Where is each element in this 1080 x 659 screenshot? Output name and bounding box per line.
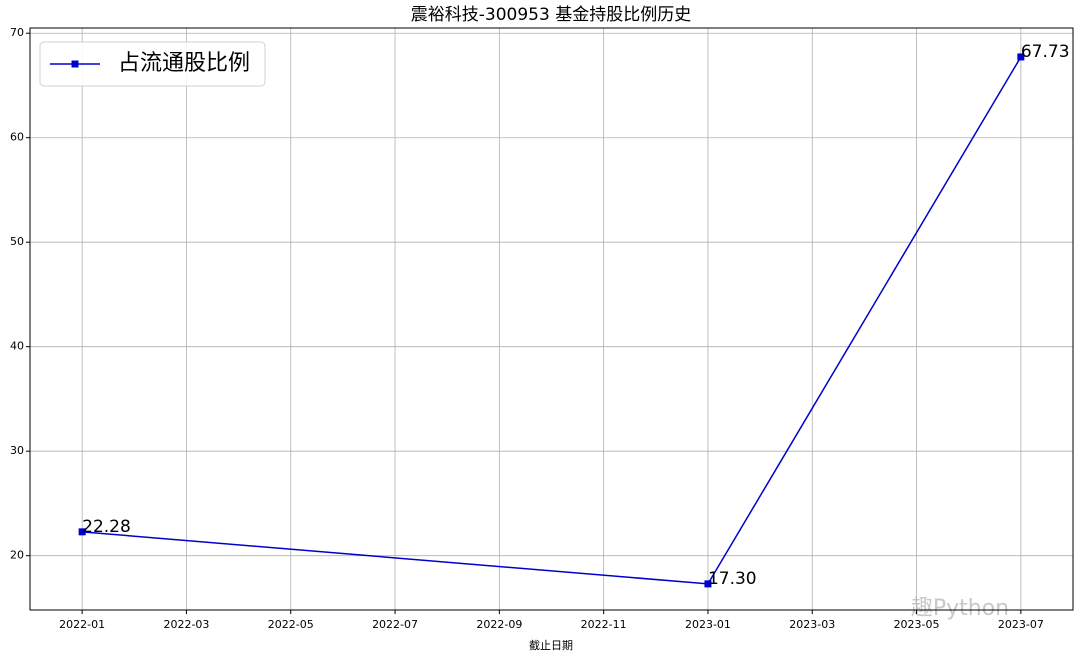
x-tick-label: 2022-05: [268, 618, 314, 631]
x-tick-label: 2022-01: [59, 618, 105, 631]
x-tick-label: 2022-07: [372, 618, 418, 631]
data-marker: [704, 580, 712, 588]
y-tick-label: 50: [10, 235, 24, 248]
x-tick-label: 2023-01: [685, 618, 731, 631]
x-tick-label: 2022-11: [581, 618, 627, 631]
x-axis-label: 截止日期: [529, 638, 573, 652]
legend-marker: [71, 60, 79, 68]
legend-box: [39, 41, 266, 87]
watermark: 趣Python: [911, 596, 1009, 621]
data-marker: [1017, 53, 1025, 61]
data-label: 17.30: [708, 569, 757, 589]
y-tick-label: 70: [10, 26, 24, 39]
y-tick-label: 30: [10, 444, 24, 457]
x-tick-label: 2023-03: [789, 618, 835, 631]
x-tick-label: 2023-07: [998, 618, 1044, 631]
y-tick-label: 60: [10, 131, 24, 144]
y-tick-label: 40: [10, 340, 24, 353]
data-marker: [78, 528, 86, 536]
plot-frame: [29, 27, 1074, 611]
legend-label: 占流通股比例: [118, 51, 250, 76]
x-tick-label: 2022-03: [163, 618, 209, 631]
y-tick-label: 20: [10, 549, 24, 562]
x-tick-label: 2023-05: [894, 618, 940, 631]
data-label: 67.73: [1021, 42, 1070, 62]
chart-title: 震裕科技-300953 基金持股比例历史: [411, 5, 691, 25]
x-tick-label: 2022-09: [476, 618, 522, 631]
data-label: 22.28: [82, 517, 131, 537]
